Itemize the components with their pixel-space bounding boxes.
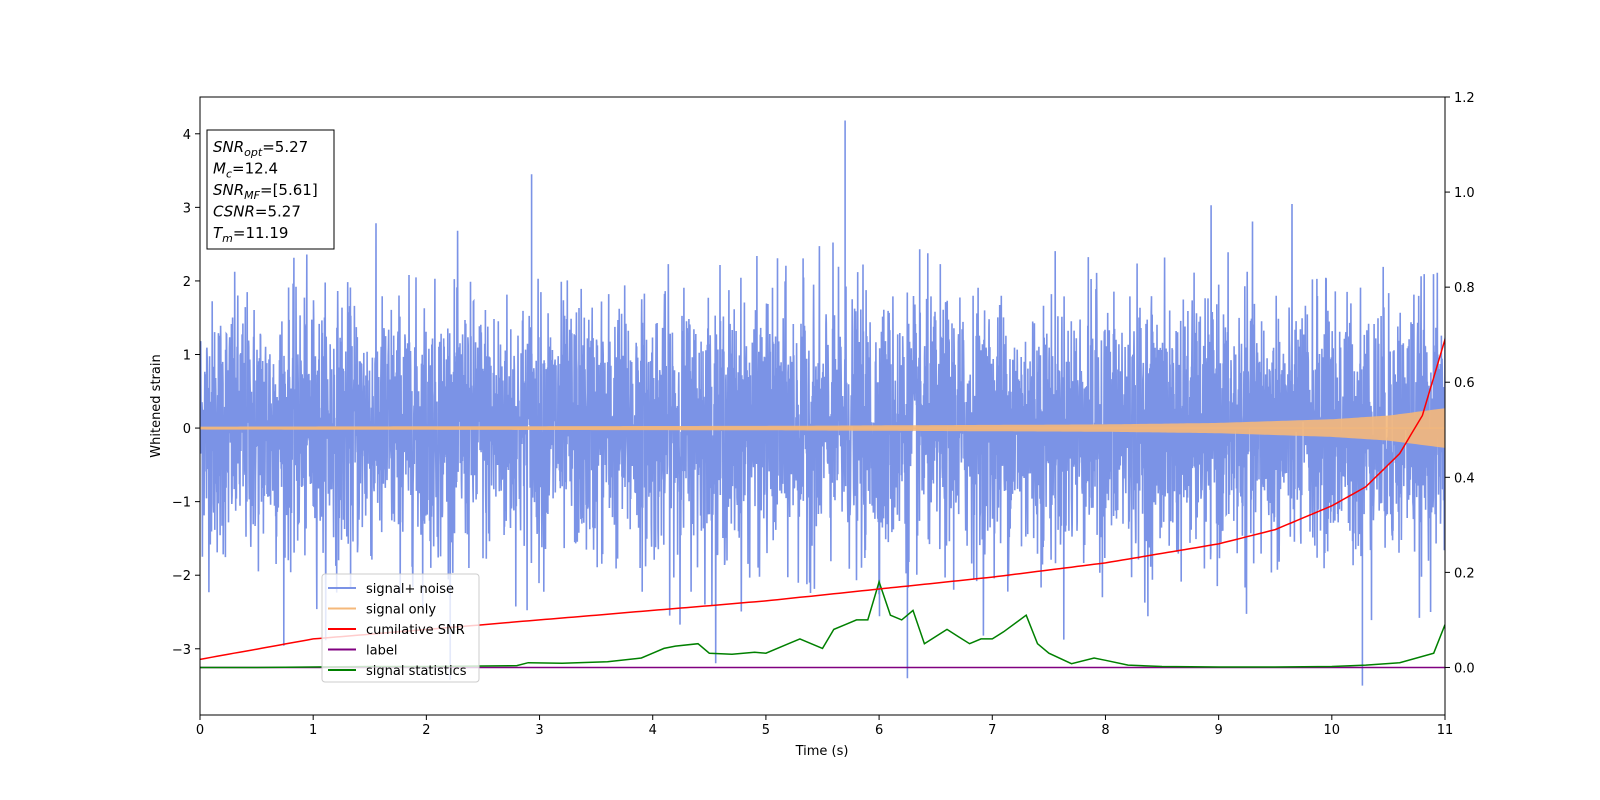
signal-noise-line <box>200 120 1445 686</box>
y-left-tick-label: 1 <box>183 349 191 364</box>
x-tick-label: 10 <box>1324 723 1341 738</box>
legend-entry: cumilative SNR <box>366 623 465 638</box>
x-tick-label: 1 <box>309 723 317 738</box>
x-tick-label: 3 <box>535 723 543 738</box>
x-tick-label: 0 <box>196 723 204 738</box>
annotation-line: CSNR=5.27 <box>213 203 301 221</box>
x-tick-label: 9 <box>1214 723 1222 738</box>
x-tick-label: 7 <box>988 723 996 738</box>
y-right-tick-label: 0.4 <box>1454 471 1475 486</box>
plot-frame <box>199 96 1446 716</box>
y-right-tick-label: 0.6 <box>1454 376 1475 391</box>
legend-entry: signal statistics <box>366 664 467 679</box>
y-right-tick-label: 0.8 <box>1454 281 1475 296</box>
y-left-tick-label: −1 <box>172 496 191 511</box>
legend-entry: signal only <box>366 603 436 618</box>
x-tick-label: 6 <box>875 723 883 738</box>
y-right-tick-label: 1.0 <box>1454 186 1475 201</box>
annotation-line: Tm=11.19 <box>213 224 288 245</box>
legend: signal+ noise signal only cumilative SNR la… <box>321 573 480 683</box>
x-tick-label: 2 <box>422 723 430 738</box>
y-left-tick-label: 3 <box>183 201 191 216</box>
y-left-tick-label: 4 <box>183 128 191 143</box>
y-right-tick-label: 0.0 <box>1454 661 1475 676</box>
x-axis: 0 1 2 3 4 5 6 7 8 9 10 11 <box>196 715 1453 738</box>
signal-statistics-line <box>200 579 1445 669</box>
x-tick-label: 4 <box>649 723 657 738</box>
x-axis-label: Time (s) <box>795 744 849 759</box>
y-left-tick-label: 2 <box>183 275 191 290</box>
y-right-tick-label: 0.2 <box>1454 566 1475 581</box>
x-tick-label: 8 <box>1101 723 1109 738</box>
y-left-tick-label: 0 <box>183 422 191 437</box>
y-axis-right: 0.0 0.2 0.4 0.6 0.8 1.0 1.2 <box>1445 91 1475 676</box>
y-axis-label: Whitened strain <box>149 354 164 457</box>
annotation-line: Mc=12.4 <box>213 160 278 181</box>
y-right-tick-label: 1.2 <box>1454 91 1475 106</box>
y-left-tick-label: −3 <box>172 643 191 658</box>
y-axis-left: −3 −2 −1 0 1 2 3 4 <box>172 128 200 658</box>
annotation-line: SNRopt=5.27 <box>213 138 308 159</box>
y-left-tick-label: −2 <box>172 569 191 584</box>
legend-entry: label <box>366 644 397 659</box>
annotation-line: SNRMF=[5.61] <box>213 181 318 202</box>
x-tick-label: 5 <box>762 723 770 738</box>
legend-entry: signal+ noise <box>366 582 454 597</box>
x-tick-label: 11 <box>1437 723 1454 738</box>
